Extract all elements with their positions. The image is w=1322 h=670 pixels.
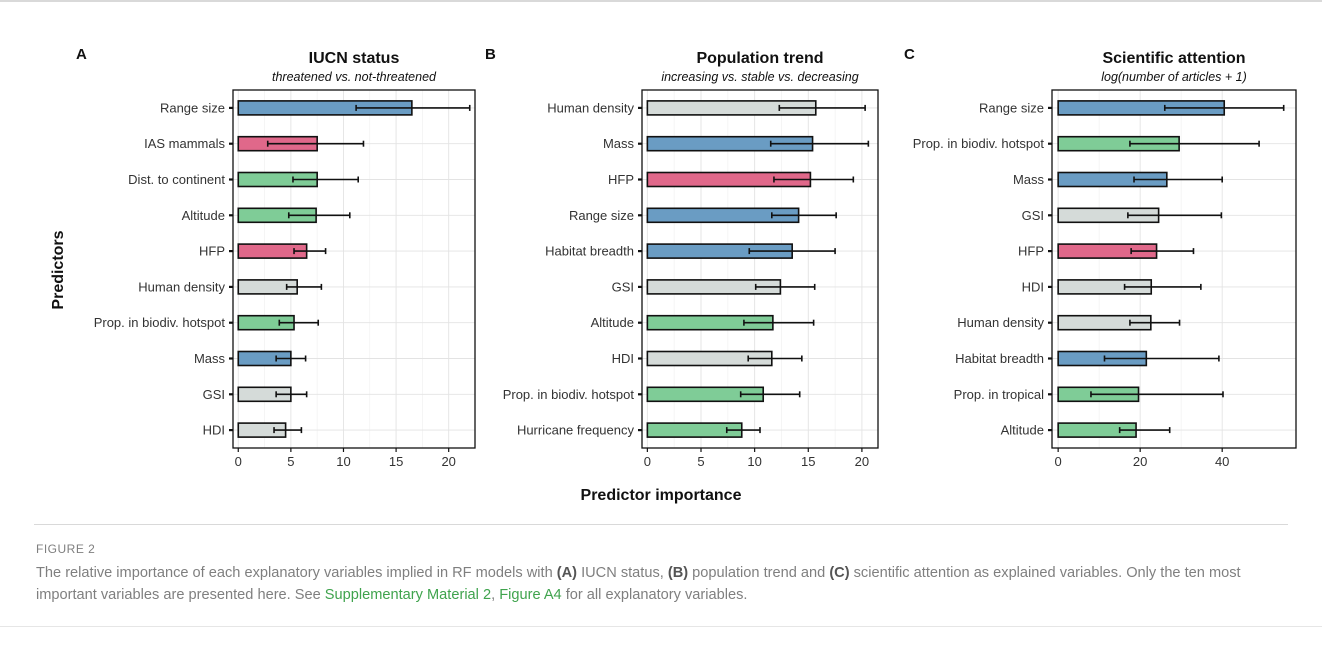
y-tick-label: Habitat breadth xyxy=(545,244,634,259)
panel-letter: B xyxy=(485,46,496,63)
y-tick-label: GSI xyxy=(203,387,225,402)
caption-ref-b: (B) xyxy=(667,565,689,581)
x-tick-label: 15 xyxy=(389,454,403,469)
y-tick-label: IAS mammals xyxy=(144,136,225,151)
y-tick-label: Prop. in biodiv. hotspot xyxy=(503,387,635,402)
y-tick-label: HDI xyxy=(612,351,634,366)
caption-ref-c: (C) xyxy=(829,565,850,581)
y-tick-label: GSI xyxy=(1022,208,1044,223)
y-tick-label: HFP xyxy=(1018,244,1044,259)
panel-title: IUCN status xyxy=(309,50,400,67)
x-tick-label: 0 xyxy=(235,454,242,469)
y-tick-label: Hurricane frequency xyxy=(517,423,635,438)
panel-subtitle: log(number of articles + 1) xyxy=(1101,70,1247,84)
panel-title: Scientific attention xyxy=(1102,50,1245,67)
y-tick-label: Habitat breadth xyxy=(955,351,1044,366)
caption-separator xyxy=(34,524,1288,525)
panel-letter: A xyxy=(76,46,87,63)
x-axis-label: Predictor importance xyxy=(581,487,742,504)
x-tick-label: 15 xyxy=(801,454,815,469)
caption-ref-a: (A) xyxy=(556,565,578,581)
figure-a4-link[interactable]: Figure A4 xyxy=(499,587,562,603)
x-tick-label: 0 xyxy=(1055,454,1062,469)
y-tick-label: Altitude xyxy=(591,315,634,330)
panel-letter: C xyxy=(904,46,915,63)
panel-frame xyxy=(1051,89,1297,449)
y-tick-label: HFP xyxy=(608,172,634,187)
figure-panels: Range size IAS mammals Dist. to continent A… xyxy=(50,46,1297,504)
panel-subtitle: threatened vs. not-threatened xyxy=(272,70,437,84)
caption-label: FIGURE 2 xyxy=(36,542,96,556)
panel-subtitle: increasing vs. stable vs. decreasing xyxy=(661,70,858,84)
top-border xyxy=(0,0,1322,2)
y-tick-label: Altitude xyxy=(182,208,225,223)
y-tick-label: Range size xyxy=(160,100,225,115)
panel-title: Population trend xyxy=(696,50,823,67)
y-tick-label: Mass xyxy=(1013,172,1045,187)
x-tick-label: 0 xyxy=(644,454,651,469)
y-tick-label: HFP xyxy=(199,244,225,259)
y-tick-label: Range size xyxy=(569,208,634,223)
y-tick-label: Range size xyxy=(979,100,1044,115)
y-tick-label: Human density xyxy=(138,279,225,294)
panel-frame xyxy=(641,89,879,449)
x-tick-label: 40 xyxy=(1215,454,1229,469)
x-tick-label: 5 xyxy=(287,454,294,469)
y-tick-label: Mass xyxy=(603,136,635,151)
x-tick-label: 5 xyxy=(697,454,704,469)
y-tick-label: Prop. in biodiv. hotspot xyxy=(913,136,1045,151)
y-tick-label: HDI xyxy=(1022,279,1044,294)
x-tick-label: 20 xyxy=(1133,454,1147,469)
y-tick-label: HDI xyxy=(203,423,225,438)
x-tick-label: 10 xyxy=(336,454,350,469)
y-tick-label: Prop. in tropical xyxy=(954,387,1044,402)
x-tick-label: 10 xyxy=(747,454,761,469)
x-tick-label: 20 xyxy=(441,454,455,469)
y-tick-label: Mass xyxy=(194,351,226,366)
y-axis-label: Predictors xyxy=(50,230,67,309)
y-tick-label: Dist. to continent xyxy=(128,172,225,187)
y-tick-label: GSI xyxy=(612,279,634,294)
y-tick-label: Human density xyxy=(547,100,634,115)
y-tick-label: Prop. in biodiv. hotspot xyxy=(94,315,226,330)
panel-frame xyxy=(232,89,476,449)
bottom-border xyxy=(0,626,1322,627)
y-tick-label: Human density xyxy=(957,315,1044,330)
x-tick-label: 20 xyxy=(855,454,869,469)
supplementary-link[interactable]: Supplementary Material 2 xyxy=(324,587,492,603)
y-tick-label: Altitude xyxy=(1001,423,1044,438)
caption-text: The relative importance of each explanat… xyxy=(36,565,1241,603)
